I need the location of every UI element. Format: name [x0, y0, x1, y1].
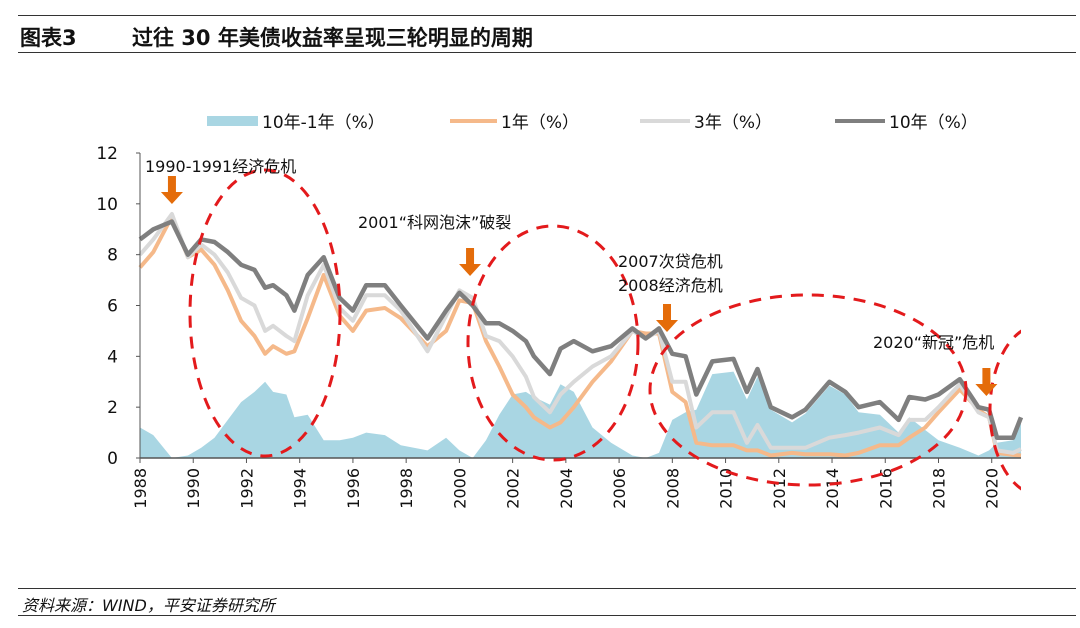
down-arrow-icon: [459, 248, 482, 276]
figure-title: 过往 30 年美债收益率呈现三轮明显的周期: [132, 26, 533, 50]
series-area-spread: [140, 371, 1021, 458]
x-tick-label: 2014: [823, 468, 842, 509]
lines-layer: [138, 212, 1024, 458]
legend-label: 3年（%）: [694, 113, 772, 133]
cycle-circle: [648, 293, 968, 487]
legend-swatch-area: [207, 116, 258, 126]
annotation-label: 2020“新冠”危机: [873, 333, 994, 352]
legend: 10年-1年（%） 1年（%） 3年（%） 10年（%）: [207, 113, 978, 133]
figure-label: 图表3: [20, 26, 77, 50]
x-tick-label: 2010: [717, 468, 736, 509]
down-arrow-icon: [160, 176, 183, 204]
source-rule-bottom: [18, 615, 1076, 616]
source-rule-top: [18, 588, 1076, 589]
y-tick-label: 0: [107, 449, 118, 469]
series-line-1: [138, 214, 1022, 458]
axes: 0 2 4 6 8 10 12 1988 1990 1992 1994 1996 1998 2000 200…: [96, 144, 1021, 509]
legend-label: 10年（%）: [889, 113, 978, 133]
cycle-circle: [188, 168, 342, 458]
x-tick-label: 2006: [610, 468, 629, 509]
x-tick-label: 2008: [663, 468, 682, 509]
x-tick-label: 1990: [184, 468, 203, 509]
top-rule: [18, 15, 1076, 16]
x-tick-label: 2016: [876, 468, 895, 509]
source-note: 资料来源：WIND，平安证券研究所: [22, 596, 275, 615]
series-line-2: [138, 212, 1022, 455]
x-tick-label: 2020: [983, 468, 1002, 509]
spread-area-layer: [140, 371, 1021, 458]
legend-label: 1年（%）: [501, 113, 579, 133]
down-arrow-icon: [975, 368, 998, 396]
cycle-circle: [988, 329, 1021, 491]
y-tick-label: 12: [96, 144, 118, 164]
x-tick-label: 2018: [929, 468, 948, 509]
x-tick-label: 1992: [237, 468, 256, 509]
y-tick-label: 4: [107, 347, 118, 367]
annotations: 1990-1991经济危机 2001“科网泡沫”破裂 2007次贷危机 2008经济危…: [145, 157, 1021, 491]
series-line-3: [138, 219, 1024, 440]
title-rule: [18, 52, 1076, 53]
x-tick-label: 2002: [504, 468, 523, 509]
y-tick-label: 2: [107, 398, 118, 418]
x-tick-label: 1996: [344, 468, 363, 509]
cycle-circle: [466, 224, 640, 462]
x-tick-label: 2000: [450, 468, 469, 509]
x-tick-label: 1988: [131, 468, 150, 509]
x-tick-label: 2004: [557, 468, 576, 509]
down-arrow-icon: [656, 304, 679, 332]
x-tick-label: 2012: [770, 468, 789, 509]
x-tick-label: 1998: [397, 468, 416, 509]
y-tick-label: 8: [107, 246, 118, 266]
x-tick-label: 1994: [291, 468, 310, 509]
y-tick-label: 6: [107, 297, 118, 317]
circles-group: [188, 168, 1021, 491]
annotation-label: 2007次贷危机: [618, 252, 723, 271]
legend-label: 10年-1年（%）: [262, 113, 385, 133]
y-tick-label: 10: [96, 195, 118, 215]
annotation-label: 2001“科网泡沫”破裂: [358, 213, 511, 232]
annotation-label: 2008经济危机: [618, 276, 723, 295]
annotation-label: 1990-1991经济危机: [145, 157, 296, 176]
